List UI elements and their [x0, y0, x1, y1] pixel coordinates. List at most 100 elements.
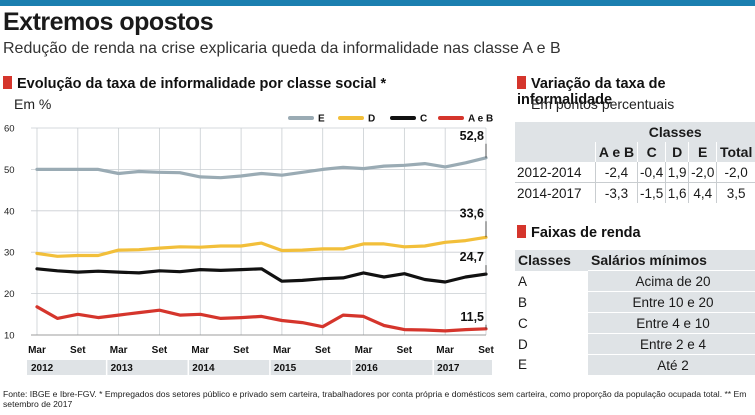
- year-label: 2014: [192, 363, 215, 374]
- col-header: A e B: [594, 142, 638, 162]
- income-table: Classes Salários mínimos A Acima de 20 B…: [515, 250, 755, 375]
- y-axis-ticks: 10 20 30 40 50 60: [4, 124, 15, 342]
- table-cell: -3,3: [594, 182, 638, 203]
- x-axis: Mar Set Mar Set Mar Set Mar Set Mar Set Mar Set 2012…: [27, 345, 494, 375]
- legend-label: D: [368, 114, 375, 125]
- table-row: D Entre 2 e 4: [515, 333, 755, 355]
- x-tick-label: Mar: [436, 345, 454, 356]
- chart-grid: [31, 127, 487, 336]
- col-header: E: [688, 142, 717, 162]
- page-title: Extremos opostos: [3, 8, 214, 36]
- x-tick-label: Set: [478, 345, 494, 356]
- x-tick-label: Set: [233, 345, 249, 356]
- y-tick-label: 60: [4, 124, 15, 135]
- table-cell: -2,0: [688, 162, 717, 183]
- col-header: C: [637, 142, 666, 162]
- table-cell: -2,4: [594, 162, 638, 183]
- variation-heading: Variação da taxa de informalidade: [517, 76, 755, 108]
- x-tick-label: Mar: [110, 345, 128, 356]
- row-label: 2012-2014: [515, 162, 596, 183]
- variation-unit: Em pontos percentuais: [531, 96, 675, 112]
- variation-group-header: Classes: [648, 124, 702, 140]
- range-cell: Até 2: [588, 354, 755, 375]
- chart-unit: Em %: [14, 96, 52, 112]
- top-accent-bar: [0, 0, 755, 6]
- range-cell: Entre 4 e 10: [588, 312, 755, 334]
- series-end-labels: 52,8 33,6 24,7 11,5: [460, 129, 487, 329]
- table-row: 2014-2017 -3,3 -1,5 1,6 4,4 3,5: [515, 182, 755, 203]
- end-value-label: 52,8: [460, 129, 484, 143]
- series-line-a-e-b: [35, 305, 488, 333]
- col-header: Total: [716, 142, 755, 162]
- variation-heading-text: Variação da taxa de informalidade: [517, 76, 666, 108]
- page-subtitle: Redução de renda na crise explicaria que…: [3, 40, 561, 57]
- y-tick-label: 20: [4, 289, 15, 300]
- x-tick-label: Mar: [273, 345, 291, 356]
- variation-corner: [515, 142, 596, 162]
- table-row: C Entre 4 e 10: [515, 312, 755, 334]
- chart-heading: Evolução da taxa de informalidade por cl…: [3, 76, 386, 92]
- series-line-c: [35, 267, 488, 284]
- range-cell: Entre 10 e 20: [588, 291, 755, 313]
- informality-line-chart: 10 20 30 40 50 60 52,8 33,6 24,7 11,5 E D C A e B M…: [4, 114, 494, 375]
- end-value-label: 11,5: [460, 310, 484, 324]
- x-tick-label: Set: [152, 345, 168, 356]
- income-heading-text: Faixas de renda: [531, 225, 641, 241]
- year-label: 2013: [111, 363, 134, 374]
- legend-label: A e B: [468, 114, 493, 125]
- section-marker-icon: [517, 225, 526, 238]
- x-tick-label: Mar: [191, 345, 209, 356]
- table-cell: 4,4: [688, 182, 717, 203]
- x-tick-label: Mar: [355, 345, 373, 356]
- year-band: [27, 360, 492, 375]
- year-label: 2017: [437, 363, 460, 374]
- section-marker-icon: [3, 76, 12, 89]
- class-cell: C: [515, 312, 588, 334]
- chart-series: [35, 156, 488, 333]
- series-line-e: [35, 156, 488, 180]
- row-label: 2014-2017: [517, 185, 582, 201]
- x-tick-label: Set: [397, 345, 413, 356]
- class-cell: B: [515, 291, 588, 313]
- class-cell: E: [515, 354, 588, 375]
- table-cell: 1,6: [665, 182, 689, 203]
- class-cell: D: [515, 333, 588, 355]
- table-cell: -0,4: [637, 162, 666, 183]
- year-label: 2012: [31, 363, 54, 374]
- legend-label: C: [420, 114, 427, 125]
- table-cell: -1,5: [637, 182, 666, 203]
- variation-corner: [515, 122, 596, 142]
- x-tick-label: Mar: [28, 345, 46, 356]
- range-cell: Entre 2 e 4: [588, 333, 755, 355]
- table-row: 2012-2014 -2,4 -0,4 1,9 -2,0 -2,0: [515, 162, 755, 183]
- col-header-class: Classes: [515, 250, 588, 271]
- year-label: 2015: [274, 363, 297, 374]
- section-marker-icon: [517, 76, 526, 89]
- y-tick-label: 50: [4, 165, 15, 176]
- chart-heading-text: Evolução da taxa de informalidade por cl…: [17, 76, 387, 92]
- table-row: B Entre 10 e 20: [515, 291, 755, 313]
- legend-label: E: [318, 114, 325, 125]
- x-tick-label: Set: [315, 345, 331, 356]
- income-heading: Faixas de renda: [517, 225, 641, 241]
- table-cell: 3,5: [716, 182, 755, 203]
- col-header-range: Salários mínimos: [588, 250, 755, 271]
- table-row: E Até 2: [515, 354, 755, 375]
- year-label: 2016: [356, 363, 379, 374]
- y-tick-label: 10: [4, 331, 15, 342]
- y-tick-label: 40: [4, 206, 15, 217]
- table-row: A Acima de 20: [515, 270, 755, 292]
- series-line-d: [35, 235, 488, 258]
- class-cell: A: [515, 270, 588, 292]
- col-header: D: [665, 142, 689, 162]
- table-cell: -2,0: [716, 162, 755, 183]
- source-note: Fonte: IBGE e Ibre-FGV. * Empregados dos…: [3, 389, 747, 409]
- end-value-label: 24,7: [460, 250, 484, 264]
- y-tick-label: 30: [4, 248, 15, 259]
- x-tick-label: Set: [70, 345, 86, 356]
- table-cell: 1,9: [665, 162, 689, 183]
- end-value-label: 33,6: [460, 206, 484, 220]
- range-cell: Acima de 20: [588, 270, 755, 292]
- variation-table: Classes A e B C D E Total 2012-2014 -2,4…: [515, 122, 755, 203]
